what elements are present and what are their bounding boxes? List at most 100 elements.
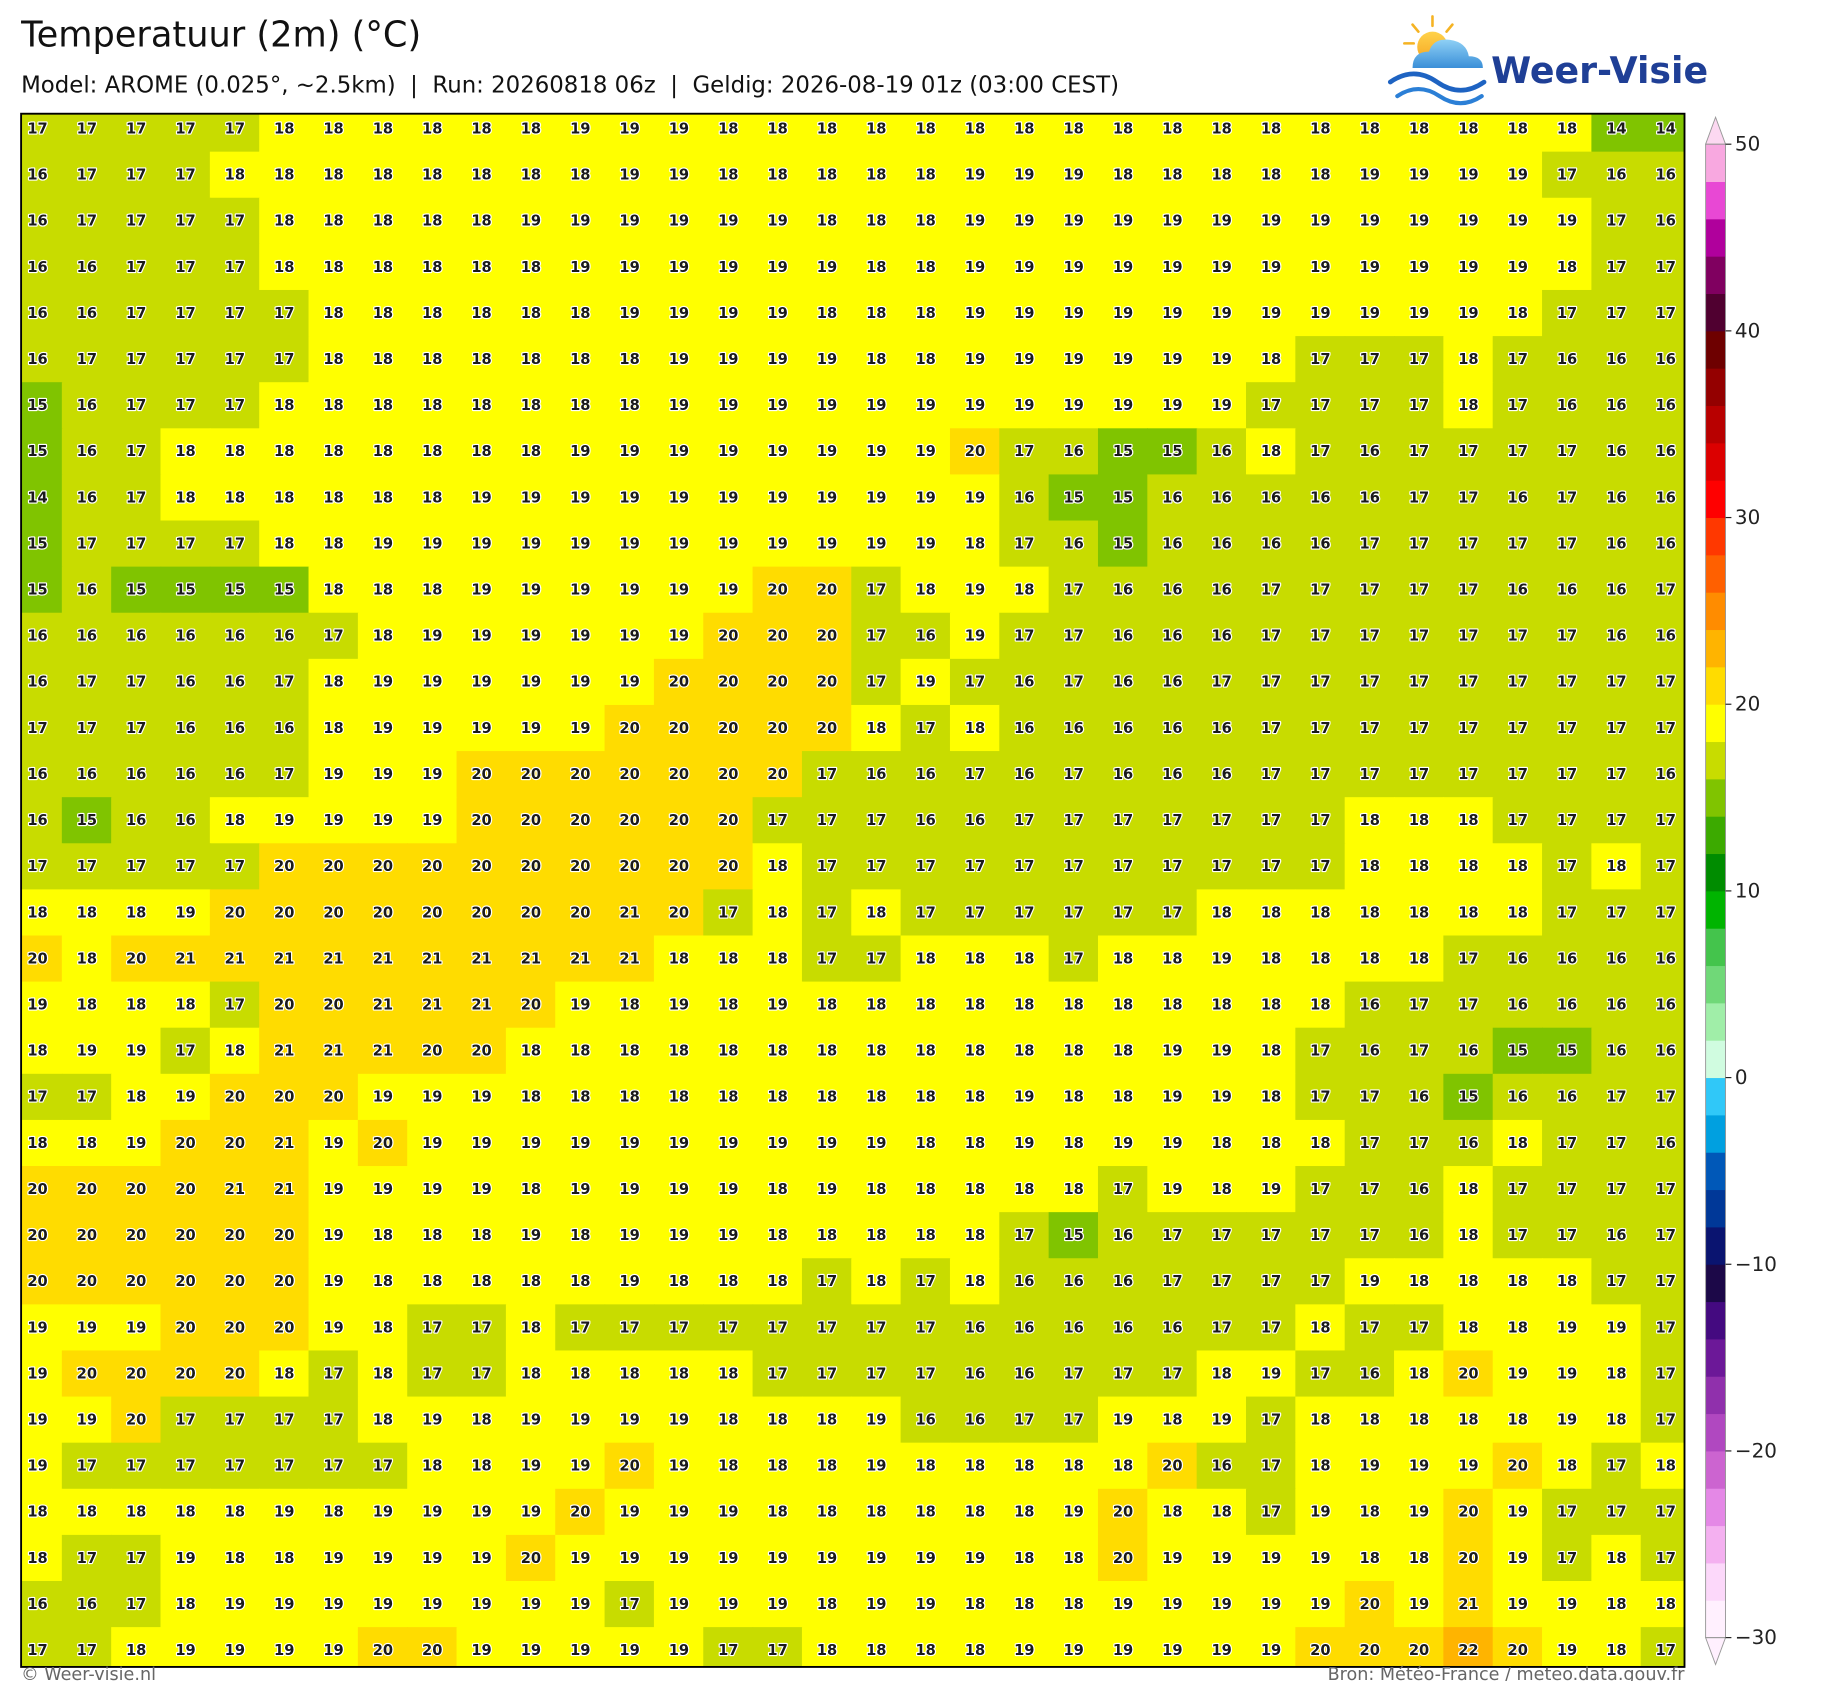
temperature-label: 17 <box>1606 674 1626 691</box>
temperature-cell <box>1344 382 1395 430</box>
temperature-cell <box>505 336 556 383</box>
temperature-cell <box>308 113 359 153</box>
temperature-cell <box>1196 843 1247 891</box>
temperature-cell <box>999 474 1050 522</box>
temperature-cell <box>407 336 458 383</box>
temperature-cell <box>456 289 507 337</box>
temperature-label: 18 <box>570 305 590 322</box>
temperature-label: 19 <box>1113 213 1133 230</box>
temperature-label: 19 <box>1409 259 1429 276</box>
temperature-label: 17 <box>225 1458 245 1475</box>
temperature-cell <box>555 704 606 752</box>
temperature-label: 17 <box>1557 305 1577 322</box>
temperature-label: 18 <box>1458 812 1478 829</box>
temperature-label: 17 <box>1557 1504 1577 1521</box>
temperature-label: 19 <box>373 1550 393 1567</box>
temperature-label: 19 <box>619 674 639 691</box>
temperature-label: 19 <box>1261 259 1281 276</box>
temperature-cell <box>604 151 655 199</box>
temperature-label: 18 <box>1063 1550 1083 1567</box>
colorbar-extension <box>1704 115 1727 145</box>
temperature-label: 18 <box>965 950 985 967</box>
temperature-label: 16 <box>915 628 935 645</box>
temperature-label: 21 <box>323 1043 343 1060</box>
temperature-label: 17 <box>817 950 837 967</box>
temperature-label: 17 <box>1656 1319 1676 1336</box>
temperature-cell <box>1295 474 1346 522</box>
temperature-label: 18 <box>422 443 442 460</box>
temperature-label: 20 <box>1458 1365 1478 1382</box>
temperature-label: 20 <box>669 904 689 921</box>
temperature-label: 18 <box>422 305 442 322</box>
temperature-cell <box>209 751 260 798</box>
temperature-cell <box>407 428 458 476</box>
temperature-label: 17 <box>1261 1227 1281 1244</box>
temperature-label: 18 <box>1261 904 1281 921</box>
temperature-cell <box>1196 289 1247 337</box>
temperature-cell <box>801 704 852 752</box>
temperature-label: 16 <box>175 628 195 645</box>
temperature-cell <box>1295 612 1346 660</box>
temperature-label: 18 <box>1606 1642 1626 1659</box>
temperature-cell <box>1097 797 1149 844</box>
temperature-cell <box>407 566 458 614</box>
temperature-label: 18 <box>1508 904 1528 921</box>
temperature-label: 19 <box>1162 351 1182 368</box>
temperature-label: 17 <box>373 1458 393 1475</box>
temperature-cell <box>1246 428 1297 476</box>
temperature-label: 19 <box>1162 1089 1182 1106</box>
temperature-label: 18 <box>866 1504 886 1521</box>
temperature-label: 15 <box>1113 489 1133 506</box>
temperature-label: 18 <box>1310 1319 1330 1336</box>
temperature-label: 18 <box>471 1273 491 1290</box>
temperature-label: 16 <box>1656 489 1676 506</box>
temperature-label: 19 <box>422 720 442 737</box>
temperature-cell <box>357 704 408 752</box>
temperature-label: 17 <box>1113 904 1133 921</box>
temperature-label: 19 <box>225 1596 245 1613</box>
temperature-label: 18 <box>570 351 590 368</box>
temperature-cell <box>900 474 951 522</box>
temperature-label: 18 <box>1113 1458 1133 1475</box>
temperature-cell <box>703 889 754 937</box>
temperature-label: 18 <box>1508 1319 1528 1336</box>
temperature-label: 20 <box>521 904 541 921</box>
temperature-label: 17 <box>1409 628 1429 645</box>
temperature-label: 19 <box>27 997 47 1014</box>
temperature-label: 17 <box>1606 213 1626 230</box>
temperature-label: 18 <box>1014 1504 1034 1521</box>
temperature-cell <box>999 843 1050 891</box>
temperature-label: 20 <box>225 1089 245 1106</box>
temperature-label: 17 <box>1656 720 1676 737</box>
temperature-label: 16 <box>1557 950 1577 967</box>
temperature-label: 17 <box>77 1089 97 1106</box>
temperature-label: 18 <box>1360 120 1380 137</box>
colorbar-band <box>1705 890 1726 929</box>
temperature-label: 16 <box>1014 489 1034 506</box>
temperature-label: 19 <box>718 397 738 414</box>
temperature-label: 16 <box>1014 1365 1034 1382</box>
temperature-label: 18 <box>1409 950 1429 967</box>
temperature-label: 18 <box>1261 120 1281 137</box>
temperature-label: 19 <box>866 1458 886 1475</box>
temperature-label: 17 <box>1557 489 1577 506</box>
temperature-cell <box>703 566 754 614</box>
temperature-cell <box>259 797 310 844</box>
temperature-label: 19 <box>373 1504 393 1521</box>
temperature-label: 16 <box>1606 628 1626 645</box>
temperature-cell <box>111 243 162 291</box>
temperature-cell <box>801 113 852 153</box>
temperature-label: 17 <box>1310 766 1330 783</box>
colorbar-tick-label: −10 <box>1735 1253 1777 1276</box>
temperature-cell <box>1640 428 1685 476</box>
temperature-cell <box>1591 474 1642 522</box>
temperature-cell <box>1344 658 1395 706</box>
temperature-cell <box>752 797 803 844</box>
temperature-label: 17 <box>77 1642 97 1659</box>
temperature-label: 17 <box>1310 1227 1330 1244</box>
temperature-label: 15 <box>1063 1227 1083 1244</box>
temperature-label: 18 <box>521 1181 541 1198</box>
temperature-label: 18 <box>1261 1089 1281 1106</box>
temperature-cell <box>407 843 458 891</box>
temperature-cell <box>1097 197 1149 245</box>
